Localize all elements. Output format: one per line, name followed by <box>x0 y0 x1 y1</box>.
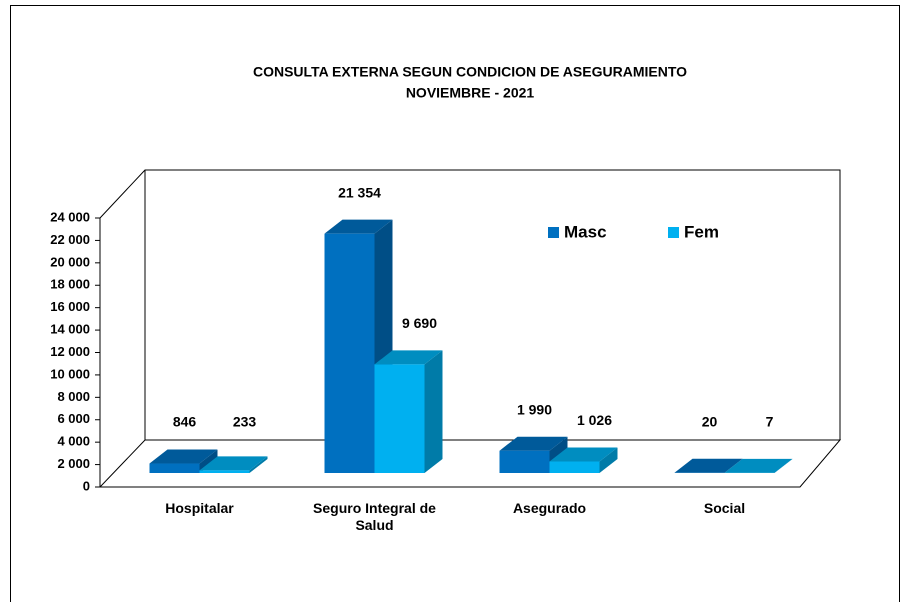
bar-top <box>724 458 793 473</box>
value-label: 9 690 <box>402 315 437 331</box>
x-tick-label-box: Hospitalar <box>165 500 234 516</box>
back-wall <box>99 169 841 440</box>
bar-side <box>599 447 618 473</box>
x-tick-label-box: Asegurado <box>512 500 587 516</box>
bar <box>324 233 375 473</box>
x-tick-label-box: Seguro Integral de Salud <box>313 500 436 533</box>
legend-swatch <box>668 227 679 238</box>
y-tick-label: 14 000 <box>50 322 90 337</box>
bar-top <box>199 456 268 471</box>
y-tick-label: 8 000 <box>57 389 90 404</box>
y-tick-label: 4 000 <box>57 434 90 449</box>
value-label: 1 990 <box>517 401 552 417</box>
y-tick-label: 18 000 <box>50 277 90 292</box>
legend-swatch <box>548 227 559 238</box>
y-tick-label: 2 000 <box>57 456 90 471</box>
axes-frame <box>98 169 842 488</box>
y-tick-label: 6 000 <box>57 411 90 426</box>
bar-top <box>149 449 218 464</box>
bar-side <box>424 350 443 473</box>
bar <box>149 463 200 473</box>
bar-side <box>774 458 793 473</box>
y-tick-label: 22 000 <box>50 232 90 247</box>
legend-label: Fem <box>684 222 719 241</box>
y-tick-label: 0 <box>83 478 90 493</box>
x-tick-label-box: Social <box>703 500 746 516</box>
x-tick-label: Hospitalar <box>165 500 234 516</box>
chart-border <box>10 5 900 602</box>
bar <box>374 364 425 473</box>
bar <box>549 461 600 473</box>
legend-label: Masc <box>564 222 607 241</box>
bar-top <box>549 447 618 462</box>
y-tick-label: 10 000 <box>50 366 90 381</box>
bar <box>499 450 550 473</box>
value-label: 7 <box>766 414 774 430</box>
value-label: 20 <box>702 414 718 430</box>
bar-top <box>499 436 568 451</box>
bar-top <box>674 458 743 473</box>
value-label: 1 026 <box>577 412 612 428</box>
y-tick-label: 24 000 <box>50 209 90 224</box>
floor <box>98 439 842 488</box>
y-tick-label: 20 000 <box>50 254 90 269</box>
x-tick-label: Seguro Integral de Salud <box>313 500 436 533</box>
value-label: 233 <box>233 414 257 430</box>
chart-title: CONSULTA EXTERNA SEGUN CONDICION DE ASEG… <box>253 64 687 80</box>
x-tick-label: Asegurado <box>512 500 587 516</box>
bar <box>199 470 250 473</box>
value-label: 21 354 <box>338 184 381 200</box>
y-tick-label: 16 000 <box>50 299 90 314</box>
chart-subtitle: NOVIEMBRE - 2021 <box>406 85 535 101</box>
bar-side <box>249 456 268 473</box>
x-tick-label: Social <box>703 500 746 516</box>
bar-top <box>324 219 393 234</box>
y-tick-label: 12 000 <box>50 344 90 359</box>
bar-top <box>374 350 443 365</box>
value-label: 846 <box>173 414 197 430</box>
